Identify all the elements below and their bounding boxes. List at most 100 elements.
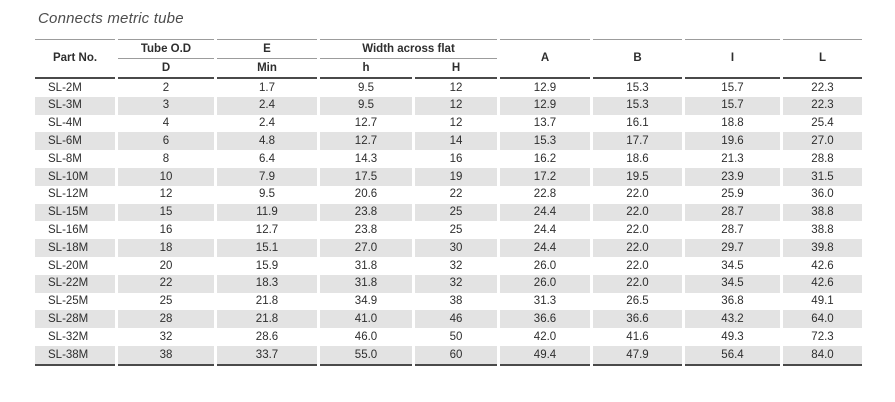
cell-value: 22.8: [533, 188, 557, 201]
cell-value: 42.6: [811, 259, 834, 272]
table-row: SL-16M 16 12.7 23.8 25 24.4 22.0 28.7 38.8: [35, 221, 862, 239]
cell-value: 3: [162, 99, 170, 112]
cell-value: 2.4: [259, 117, 275, 130]
table-header: Part No. Tube O.D E Width across flat A …: [35, 39, 862, 79]
cell-value: 15.9: [255, 259, 279, 272]
cell-value: 31.8: [354, 259, 378, 272]
cell-value: 36.8: [721, 295, 744, 308]
cell-value: 55.0: [320, 346, 412, 366]
cell-value: 22.0: [626, 277, 649, 290]
cell-part-no: SL-38M: [35, 346, 115, 366]
cell-value: 27.0: [811, 134, 834, 147]
cell-value: 26.5: [626, 295, 649, 308]
cell-part-no: SL-15M: [48, 206, 89, 219]
cell-value: 28.7: [721, 206, 744, 219]
cell-value: 72.3: [811, 330, 834, 343]
cell-value: 15.1: [255, 241, 279, 254]
col-header-part-no: Part No.: [35, 39, 115, 79]
cell-value: 12: [159, 188, 173, 201]
cell-value: 34.5: [721, 277, 744, 290]
table-row: SL-32M 32 28.6 46.0 50 42.0 41.6 49.3 72.3: [35, 328, 862, 346]
cell-value: 41.0: [354, 312, 378, 325]
cell-value: 12.7: [354, 134, 378, 147]
cell-value: 47.9: [593, 346, 682, 366]
cell-value: 12.9: [533, 99, 557, 112]
cell-value: 31.5: [811, 170, 834, 183]
table-row: SL-15M 15 11.9 23.8 25 24.4 22.0 28.7 38.8: [35, 203, 862, 222]
cell-part-no: SL-18M: [48, 241, 89, 254]
table-row: SL-6M 6 4.8 12.7 14 15.3 17.7 19.6 27.0: [35, 132, 862, 151]
cell-value: 12: [449, 117, 463, 130]
cell-value: 22: [159, 277, 173, 290]
col-header-e: E: [217, 39, 317, 59]
cell-value: 22.3: [811, 99, 834, 112]
col-header-tube-od: Tube O.D: [118, 39, 214, 59]
cell-value: 22.0: [626, 188, 649, 201]
cell-value: 15.7: [721, 99, 744, 112]
table-row: SL-12M 12 9.5 20.6 22 22.8 22.0 25.9 36.0: [35, 186, 862, 204]
table-row: SL-2M 2 1.7 9.5 12 12.9 15.3 15.7 22.3: [35, 79, 862, 97]
cell-value: 24.4: [533, 223, 557, 236]
cell-part-no: SL-16M: [48, 223, 89, 236]
cell-value: 4: [162, 117, 170, 130]
cell-value: 25: [449, 206, 463, 219]
cell-value: 22: [449, 188, 463, 201]
table-row: SL-8M 8 6.4 14.3 16 16.2 18.6 21.3 28.8: [35, 150, 862, 168]
cell-value: 25: [159, 295, 173, 308]
cell-value: 12: [449, 81, 463, 94]
cell-value: 24.4: [533, 206, 557, 219]
cell-value: 6: [162, 134, 170, 147]
cell-value: 9.5: [358, 99, 374, 112]
cell-value: 22.0: [626, 259, 649, 272]
cell-value: 15.3: [626, 81, 649, 94]
cell-value: 12.7: [255, 223, 279, 236]
col-header-d: D: [118, 59, 214, 79]
table-body: SL-2M 2 1.7 9.5 12 12.9 15.3 15.7 22.3 SL-3M 3 2.4 9…: [35, 79, 862, 366]
cell-value: 28.6: [255, 330, 279, 343]
cell-value: 16: [449, 152, 463, 165]
cell-value: 13.7: [533, 117, 557, 130]
cell-value: 32: [449, 277, 463, 290]
cell-value: 12.9: [533, 81, 557, 94]
cell-part-no: SL-8M: [48, 152, 82, 165]
cell-value: 49.3: [721, 330, 744, 343]
cell-value: 2.4: [259, 99, 275, 112]
cell-value: 22.0: [626, 223, 649, 236]
cell-value: 34.9: [354, 295, 378, 308]
cell-value: 21.3: [721, 152, 744, 165]
cell-value: 38.8: [811, 223, 834, 236]
cell-part-no: SL-10M: [48, 170, 89, 183]
col-header-width-across-flat: Width across flat: [320, 39, 497, 59]
cell-value: 14.3: [354, 152, 378, 165]
cell-value: 8: [162, 152, 170, 165]
cell-value: 10: [159, 170, 173, 183]
cell-value: 31.3: [533, 295, 557, 308]
cell-value: 26.0: [533, 259, 557, 272]
metric-tube-dimensions-table: Part No. Tube O.D E Width across flat A …: [32, 39, 865, 366]
cell-part-no: SL-2M: [48, 81, 82, 94]
cell-value: 1.7: [259, 81, 275, 94]
cell-value: 32: [449, 259, 463, 272]
cell-value: 7.9: [259, 170, 275, 183]
cell-value: 9.5: [259, 188, 275, 201]
cell-value: 25.4: [811, 117, 834, 130]
cell-value: 17.2: [533, 170, 557, 183]
cell-value: 30: [449, 241, 463, 254]
cell-value: 12.7: [354, 117, 378, 130]
cell-value: 2: [162, 81, 170, 94]
table-row: SL-10M 10 7.9 17.5 19 17.2 19.5 23.9 31.5: [35, 167, 862, 186]
col-header-h-upper: H: [415, 59, 497, 79]
cell-value: 38.8: [811, 206, 834, 219]
cell-value: 23.9: [721, 170, 744, 183]
table-row: SL-38M 38 33.7 55.0 60 49.4 47.9 56.4 84.0: [35, 345, 862, 366]
cell-value: 33.7: [217, 346, 317, 366]
cell-value: 23.8: [354, 223, 378, 236]
cell-value: 25.9: [721, 188, 744, 201]
cell-value: 16: [159, 223, 173, 236]
document-page: Connects metric tube Part No. Tube O.D E…: [0, 10, 895, 402]
table-row: SL-3M 3 2.4 9.5 12 12.9 15.3 15.7 22.3: [35, 96, 862, 115]
cell-value: 34.5: [721, 259, 744, 272]
cell-value: 46.0: [354, 330, 378, 343]
cell-value: 84.0: [783, 346, 862, 366]
table-row: SL-22M 22 18.3 31.8 32 26.0 22.0 34.5 42.6: [35, 274, 862, 293]
